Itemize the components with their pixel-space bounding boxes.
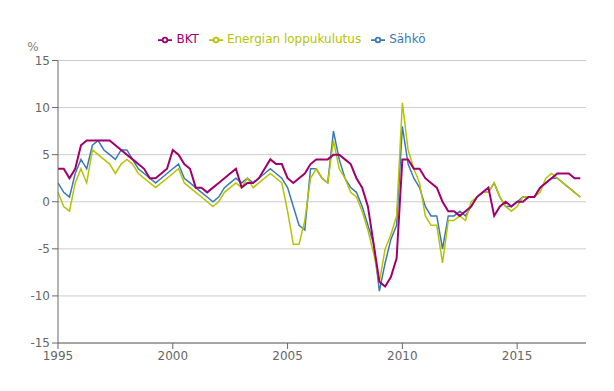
svg-text:1995: 1995 [43, 349, 74, 363]
html-text:Energian loppukulutus: Energian loppukulutus [226, 32, 362, 46]
svg-text:2005: 2005 [272, 349, 303, 363]
svg-text:2000: 2000 [158, 349, 189, 363]
svg-text:-10: -10 [30, 289, 50, 303]
svg-text:15: 15 [35, 54, 50, 68]
svg-text:5: 5 [42, 148, 50, 162]
svg-text:0: 0 [42, 195, 50, 209]
svg-text:-15: -15 [30, 336, 50, 350]
svg-text:10: 10 [35, 101, 50, 115]
html-text:BKT: BKT [176, 32, 199, 46]
html-text:Sähkö: Sähkö [389, 32, 426, 46]
svg-text:2015: 2015 [502, 349, 533, 363]
svg-text:2010: 2010 [387, 349, 418, 363]
svg-text:%: % [27, 40, 38, 54]
svg-text:-5: -5 [38, 242, 50, 256]
